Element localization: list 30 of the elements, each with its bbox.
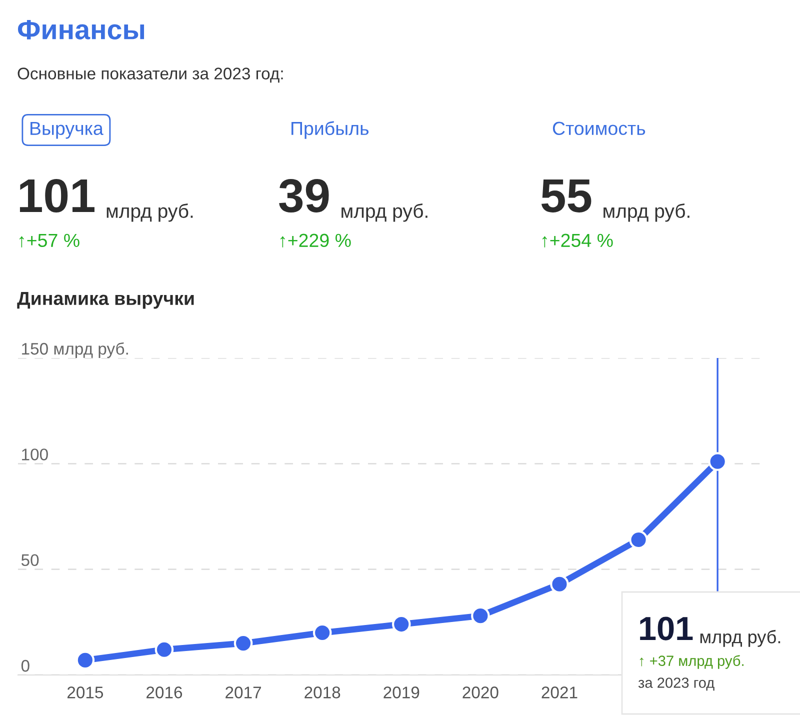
text: 55 xyxy=(541,180,592,212)
text: ↑+57 % xyxy=(19,234,80,248)
text: Прибыль xyxy=(292,121,369,139)
annotation: млрд руб. xyxy=(700,630,780,647)
text: ↑+254 % xyxy=(542,234,613,248)
text: Стоимость xyxy=(552,122,646,136)
text: 39 xyxy=(279,179,329,213)
x-tick-label: 2016 xyxy=(146,686,182,698)
x-tick-label: 2018 xyxy=(304,686,340,698)
text: за 2023 год xyxy=(638,678,714,691)
x-tick-label: 2015 xyxy=(67,686,104,698)
y-tick-label: 50 xyxy=(21,554,39,566)
annotation: 101 xyxy=(640,616,693,640)
chart-title: Динамика выручки xyxy=(17,292,194,309)
y-tick-label: 100 xyxy=(22,448,48,460)
text: млрд руб. xyxy=(106,204,193,222)
text: млрд руб. xyxy=(604,204,690,222)
text: млрд руб. xyxy=(342,204,428,222)
x-tick-label: 2020 xyxy=(462,686,498,698)
annotation: ↑ +37 млрд руб. xyxy=(640,655,744,669)
text: 101 xyxy=(20,179,94,212)
y-tick-label: 150 млрд руб. xyxy=(22,342,128,358)
text: Финансы xyxy=(18,20,144,40)
y-tick-label: 0 xyxy=(21,660,30,672)
x-tick-label: 2021 xyxy=(542,686,578,698)
x-tick-label: 2017 xyxy=(226,686,261,698)
text: Выручка xyxy=(30,122,104,139)
x-tick-label: 2019 xyxy=(384,686,420,698)
text: Основные показатели за 2023 год: xyxy=(18,68,283,83)
text: ↑+229 % xyxy=(280,234,351,248)
